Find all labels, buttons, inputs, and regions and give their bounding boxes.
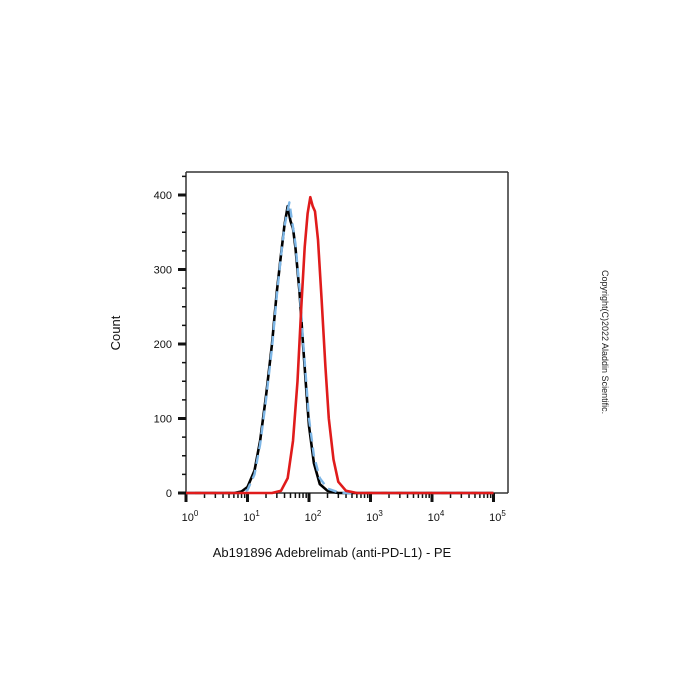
y-axis: 0 100 200 300 400 — [154, 175, 186, 500]
histogram-series — [186, 195, 494, 495]
black-control-curve — [186, 204, 494, 495]
blue-isotype-curve — [186, 201, 494, 495]
red-antibody-curve — [186, 195, 494, 495]
y-tick-label: 0 — [166, 488, 172, 500]
x-tick-label: 104 — [428, 509, 445, 524]
y-tick-label: 200 — [154, 339, 172, 351]
x-tick-label: 103 — [366, 509, 383, 524]
y-axis-title: Count — [108, 315, 123, 350]
plot-frame — [185, 171, 509, 494]
y-tick-label: 100 — [154, 414, 172, 426]
y-tick-label: 400 — [154, 190, 172, 202]
copyright-notice: Copyright(C)2022 Aladdin Scientific. — [600, 270, 610, 414]
x-tick-label: 105 — [489, 509, 506, 524]
x-tick-label: 102 — [305, 509, 322, 524]
y-tick-label: 300 — [154, 265, 172, 277]
x-tick-label: 101 — [243, 509, 260, 524]
x-axis: 100 101 102 103 104 105 — [182, 493, 506, 524]
x-tick-label: 100 — [182, 509, 199, 524]
x-axis-title: Ab191896 Adebrelimab (anti-PD-L1) - PE — [213, 545, 452, 560]
